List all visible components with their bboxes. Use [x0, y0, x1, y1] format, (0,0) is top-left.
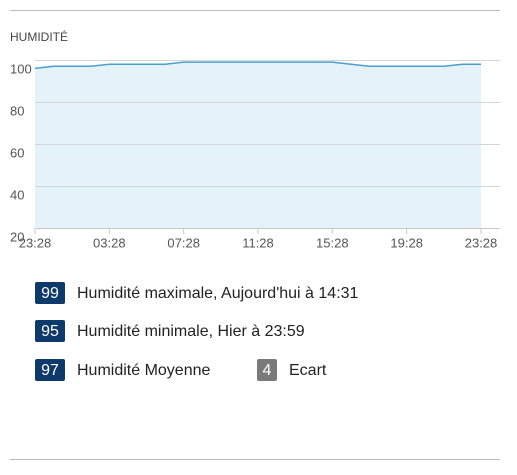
x-tick-label: 15:28 [316, 235, 349, 250]
chart-title: HUMIDITÉ [10, 29, 68, 44]
y-tick-label: 20 [10, 229, 24, 244]
line [34, 61, 481, 70]
y-tick-label: 100 [10, 61, 32, 76]
y-tick-label: 80 [10, 103, 24, 118]
stat-badge [35, 282, 65, 304]
stat-label: Ecart [289, 362, 327, 379]
y-tick-label: 40 [10, 187, 24, 202]
stat-badge [35, 359, 65, 381]
x-tick-label: 11:28 [242, 235, 274, 250]
x-tick-label: 19:28 [390, 235, 423, 250]
stat-value: 99 [41, 285, 59, 302]
stat-value: 97 [41, 362, 59, 379]
stat-value: 95 [41, 323, 59, 340]
x-tick-label: 03:28 [93, 235, 126, 250]
x-tick-label: 23:28 [465, 235, 498, 250]
stat-badge [257, 359, 277, 381]
stat-badge [35, 320, 65, 342]
stat-label: Humidité Moyenne [77, 362, 211, 379]
y-tick-label: 60 [10, 145, 24, 160]
x-tick-label: 23:28 [19, 235, 52, 250]
area [35, 62, 481, 228]
stat-value: 4 [263, 362, 272, 379]
x-tick-label: 07:28 [167, 235, 200, 250]
stat-label: Humidité maximale, Aujourd'hui à 14:31 [77, 285, 359, 302]
stat-label: Humidité minimale, Hier à 23:59 [77, 323, 305, 340]
